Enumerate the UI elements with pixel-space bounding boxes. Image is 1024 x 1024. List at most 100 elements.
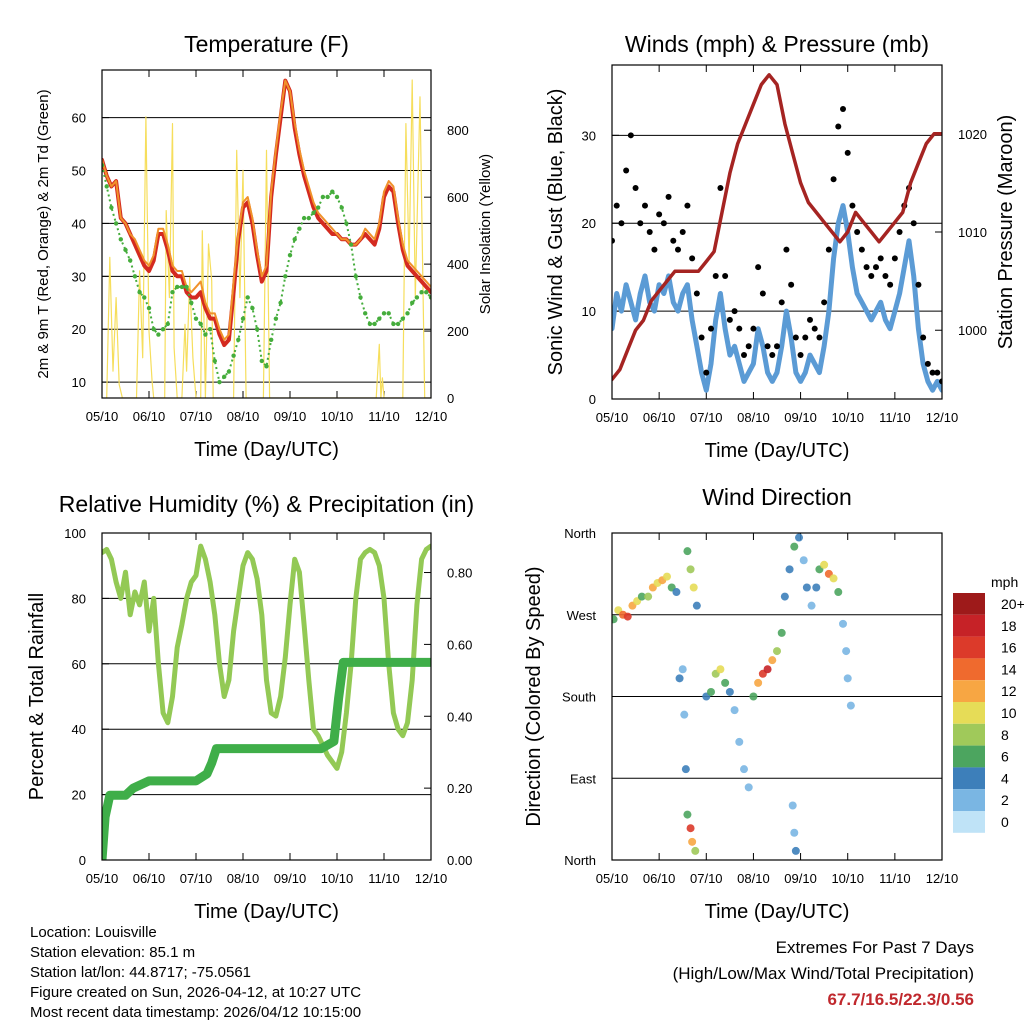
gust-point [670,237,677,244]
legend-label: 4 [1001,770,1009,786]
direction-point [834,588,843,597]
y-tick-label-right: 0.40 [447,709,472,724]
series-line-relative-humidity [102,543,431,771]
x-tick-label: 12/10 [415,409,448,424]
direction-point [740,765,748,774]
gust-point [627,132,634,139]
x-tick-label: 05/10 [86,409,119,424]
x-tick-label: 07/10 [180,871,213,886]
gust-point [891,255,898,262]
direction-point [675,674,684,683]
gust-point [825,246,832,253]
series-line-total-precipitation [102,657,431,860]
legend-swatch [953,636,985,659]
legend-swatch [953,593,985,615]
chart-title: Winds (mph) & Pressure (mb) [625,31,929,57]
x-tick-label: 10/10 [831,871,864,886]
legend-label: 6 [1001,749,1009,765]
gust-point [858,246,865,253]
y-tick-label-right: 200 [447,324,469,339]
y-tick-label: 40 [72,722,86,737]
y-tick-label-right: 600 [447,190,469,205]
x-tick-label: 10/10 [831,410,864,425]
y-tick-label-right: 0.80 [447,566,472,581]
y-tick-label: 100 [64,526,86,541]
legend-label: 0 [1001,814,1009,830]
gust-point [660,220,667,227]
y-tick-label: 80 [72,591,86,606]
gust-point [835,123,842,130]
y-tick-label: 10 [72,375,86,390]
legend-swatch [953,702,985,724]
direction-point [795,533,803,542]
chart-panel-1: Temperature (F) Time (Day/UTC) 2m & 9m T (… [35,31,494,461]
x-tick-label: 12/10 [926,410,959,425]
gust-point [821,299,828,306]
dewpoint-point [395,321,401,327]
legend-label: 20+ [1001,596,1024,612]
extremes-box: Extremes For Past 7 Days (High/Low/Max W… [673,935,974,1013]
gust-point [769,352,776,359]
legend-swatch [953,723,985,746]
gust-point [750,325,757,332]
direction-point [681,765,690,774]
gust-point [679,229,686,235]
y-tick-label-right: 0.20 [447,781,472,796]
series-line-9m-t [102,79,431,341]
gust-point [755,264,762,271]
direction-point [735,737,744,746]
dewpoint-point [278,300,283,305]
gust-point [887,281,894,288]
gust-point [693,290,700,297]
gust-point [873,264,879,271]
x-tick-label: 09/10 [784,871,817,886]
x-axis-label: Time (Day/UTC) [705,901,850,923]
direction-point [678,665,687,674]
x-tick-label: 06/10 [643,410,676,425]
station-info: Location: Louisville Station elevation: … [30,923,361,1023]
gust-point [689,255,696,262]
gust-point [788,281,795,288]
y-tick-label: West [567,608,597,623]
gust-point [717,185,724,192]
dewpoint-point [184,284,189,290]
x-tick-label: 05/10 [86,871,119,886]
legend-swatch [953,745,985,768]
direction-point [644,592,653,601]
series-line-solar-insolation [106,79,431,398]
gust-point [712,272,719,279]
gust-point [726,316,733,323]
dewpoint-point [372,321,377,327]
direction-point [763,665,772,674]
y-tick-label: 60 [72,111,86,126]
chart-panel-4: Wind Direction Time (Day/UTC) Direction (C… [523,484,1024,923]
direction-point [802,583,811,592]
direction-point [686,565,695,574]
legend-swatch [953,811,985,833]
gust-point [613,202,620,209]
plot-frame [611,64,943,400]
direction-point [686,824,695,833]
direction-point [683,810,692,819]
x-tick-label: 05/10 [596,871,629,886]
elevation-text: Station elevation: 85.1 m [30,944,196,961]
direction-point [790,828,799,837]
extremes-values: 67.7/16.5/22.3/0.56 [827,990,974,1009]
legend-label: 14 [1001,661,1017,677]
gust-point [637,220,644,227]
gust-point [929,369,936,376]
direction-point [780,592,789,601]
gust-point [882,272,889,279]
gust-point [759,290,766,297]
direction-point [612,615,618,624]
direction-point [749,692,758,701]
gust-point [915,281,922,288]
series-line-station-pressure [612,73,942,382]
gust-point [778,299,785,306]
plot-area [102,543,431,860]
gust-point [623,167,630,174]
legend-swatch [953,658,985,681]
x-axis-label: Time (Day/UTC) [194,439,339,461]
chart-panel-3: Relative Humidity (%) & Precipitation (i… [26,491,474,923]
gust-point [910,220,917,227]
